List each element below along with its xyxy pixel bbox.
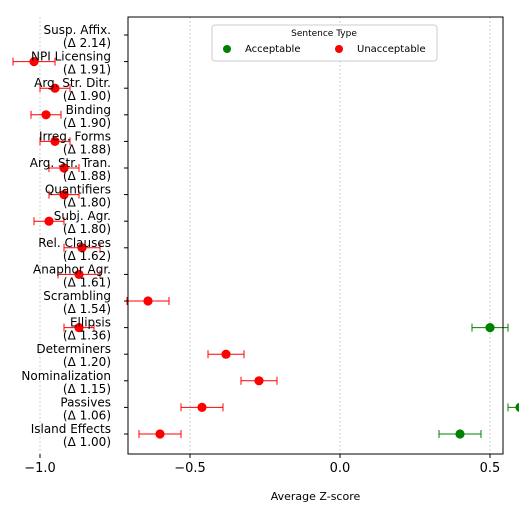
category-delta: (Δ 1.06) xyxy=(63,408,111,422)
legend: Sentence Type Acceptable Unacceptable xyxy=(211,24,438,62)
category-name: Subj. Agr. xyxy=(54,209,111,223)
x-axis-label: Average Z-score xyxy=(271,490,361,503)
category-delta: (Δ 1.90) xyxy=(63,116,111,130)
category-name: Arg. Str. Ditr. xyxy=(34,76,111,90)
category-name: Scrambling xyxy=(43,289,111,303)
unacceptable-point xyxy=(197,402,207,412)
category-name: Determiners xyxy=(36,342,111,356)
category-delta: (Δ 1.00) xyxy=(63,435,111,449)
unacceptable-point xyxy=(143,296,153,306)
category-name: Nominalization xyxy=(21,369,111,383)
legend-box xyxy=(211,24,438,62)
legend-marker-acceptable xyxy=(223,45,231,53)
category-name: Quantifiers xyxy=(45,183,111,197)
category-name: Irreg. Forms xyxy=(39,129,111,143)
category-delta: (Δ 1.54) xyxy=(63,302,111,316)
category-name: Binding xyxy=(66,103,111,117)
unacceptable-point xyxy=(50,83,60,93)
acceptable-point xyxy=(515,402,519,412)
category-name: Anaphor Agr. xyxy=(33,262,111,276)
unacceptable-point xyxy=(254,376,264,386)
category-delta: (Δ 1.36) xyxy=(63,329,111,343)
acceptable-point xyxy=(455,429,465,439)
category-delta: (Δ 1.88) xyxy=(63,142,111,156)
x-tick-label: −1.0 xyxy=(24,461,56,476)
plot-frame xyxy=(127,16,504,455)
legend-marker-unacceptable xyxy=(335,45,343,53)
category-name: NPI Licensing xyxy=(31,50,111,64)
category-delta: (Δ 1.15) xyxy=(63,382,111,396)
x-tick-label: 0.5 xyxy=(480,461,501,476)
category-name: Susp. Affix. xyxy=(44,23,111,37)
ticks-layer: −1.0−0.50.00.51.0 xyxy=(24,34,501,476)
category-labels: Susp. Affix.(Δ 2.14)NPI Licensing(Δ 1.91… xyxy=(21,23,111,449)
category-delta: (Δ 1.88) xyxy=(63,169,111,183)
unacceptable-point xyxy=(155,429,165,439)
series-layer xyxy=(12,57,519,439)
category-name: Passives xyxy=(60,395,111,409)
legend-label-unacceptable: Unacceptable xyxy=(357,44,426,55)
x-tick-label: −0.5 xyxy=(174,461,206,476)
category-name: Arg. Str. Tran. xyxy=(30,156,111,170)
category-name: Island Effects xyxy=(31,422,111,436)
x-tick-label: 0.0 xyxy=(330,461,351,476)
unacceptable-point xyxy=(59,190,69,200)
unacceptable-point xyxy=(74,323,84,333)
acceptable-point xyxy=(485,323,495,333)
category-delta: (Δ 1.80) xyxy=(63,222,111,236)
legend-label-acceptable: Acceptable xyxy=(245,44,301,55)
unacceptable-point xyxy=(221,349,231,359)
unacceptable-point xyxy=(29,57,39,67)
category-delta: (Δ 2.14) xyxy=(63,36,111,50)
unacceptable-point xyxy=(77,243,87,253)
category-name: Rel. Clauses xyxy=(38,236,111,250)
category-delta: (Δ 1.90) xyxy=(63,89,111,103)
category-name: Ellipsis xyxy=(70,316,111,330)
legend-title: Sentence Type xyxy=(291,29,357,39)
unacceptable-point xyxy=(50,136,60,146)
unacceptable-point xyxy=(41,110,51,120)
category-delta: (Δ 1.62) xyxy=(63,249,111,263)
category-delta: (Δ 1.20) xyxy=(63,355,111,369)
unacceptable-point xyxy=(44,216,54,226)
category-delta: (Δ 1.80) xyxy=(63,196,111,210)
unacceptable-point xyxy=(59,163,69,173)
unacceptable-point xyxy=(74,269,84,279)
category-delta: (Δ 1.61) xyxy=(63,275,111,289)
category-delta: (Δ 1.91) xyxy=(63,63,111,77)
